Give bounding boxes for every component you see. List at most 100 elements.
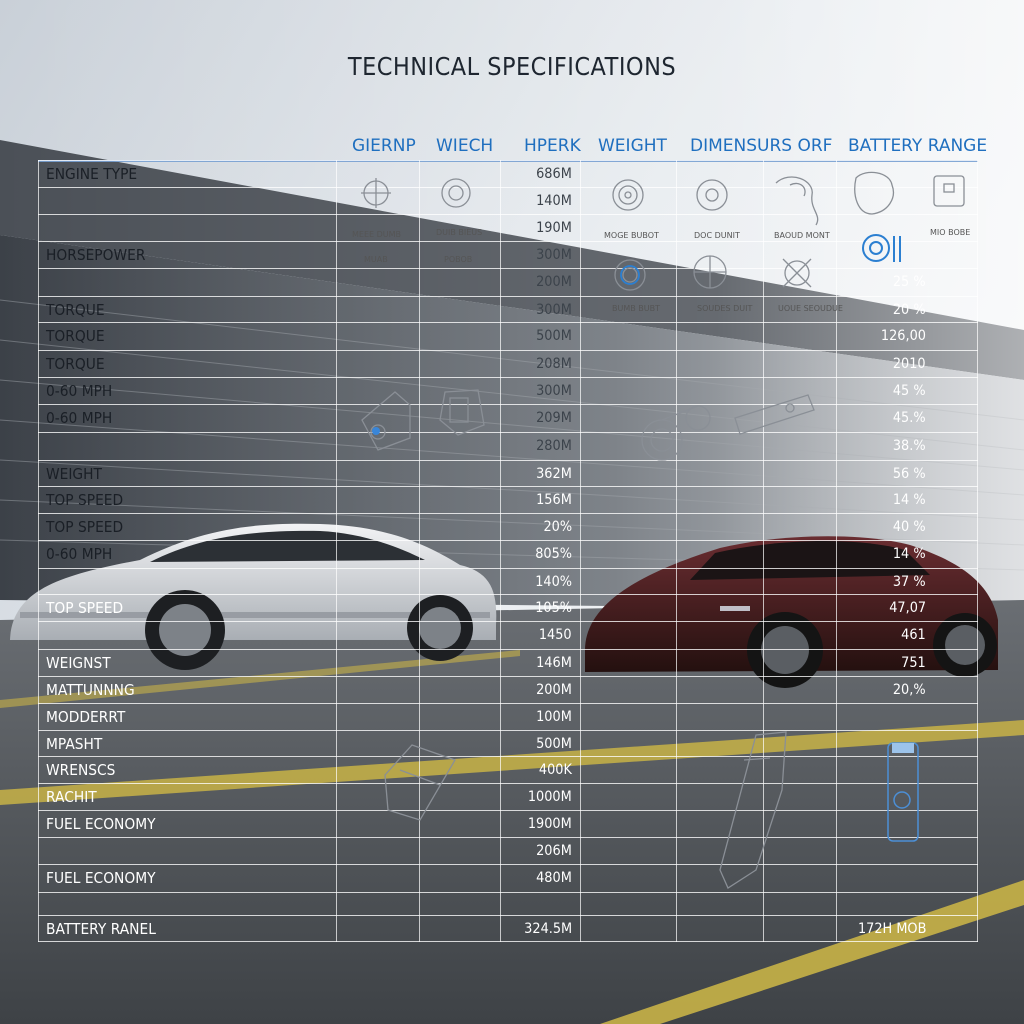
row-value: 280M: [536, 438, 572, 454]
row-value: 140M: [536, 193, 572, 209]
icon-caption: DUIB BIEUS: [436, 228, 483, 237]
icon-caption: SOUDES DUIT: [697, 304, 753, 313]
row-label: TOP SPEED: [46, 518, 124, 536]
row-divider: [38, 460, 978, 461]
column-header-3: HPERK: [524, 136, 581, 156]
header-rule: [38, 160, 978, 162]
maroon-car-image: [585, 536, 998, 688]
row-label: 0-60 MPH: [46, 545, 113, 563]
column-divider: [580, 160, 581, 942]
row-divider: [38, 676, 978, 677]
row-divider: [38, 783, 978, 784]
row-divider: [38, 730, 978, 731]
icon-caption: MIO BOBE: [930, 228, 971, 237]
icon-caption: BAOUD MONT: [774, 231, 830, 240]
silver-car-image: [10, 523, 497, 670]
row-value: 686M: [536, 166, 572, 182]
row-divider: [38, 915, 978, 916]
row-value: 300M: [536, 302, 572, 318]
row-label: WRENSCS: [46, 761, 116, 779]
row-label: 0-60 MPH: [46, 409, 113, 427]
icon-caption: MEEE DUMB: [352, 230, 402, 239]
row-label: WEIGHT: [46, 465, 102, 483]
row-label: WEIGNST: [46, 654, 111, 672]
row-divider: [38, 864, 978, 865]
row-value: 1000M: [528, 789, 572, 805]
spec-table: ENGINE TYPE 686M 140M 190M HORSEPOWER 300M 200…: [38, 160, 978, 942]
row-label: 0-60 MPH: [46, 382, 113, 400]
column-divider: [38, 160, 39, 942]
column-header-6: BATTERY RANGE: [848, 136, 988, 156]
row-divider: [38, 649, 978, 650]
row-value: 206M: [536, 843, 572, 859]
row-value: 400K: [538, 762, 572, 778]
row-value: 1900M: [528, 816, 572, 832]
row-label: TORQUE: [46, 327, 105, 345]
row-divider: [38, 703, 978, 704]
row-value: 156M: [536, 492, 572, 508]
row-divider: [38, 892, 978, 893]
row-value: 300M: [536, 247, 572, 263]
row-divider: [38, 837, 978, 838]
row-divider: [38, 241, 978, 242]
row-divider: [38, 377, 978, 378]
column-divider: [763, 160, 764, 942]
column-divider: [500, 160, 501, 942]
row-battery-value: 14 %: [893, 492, 926, 508]
row-divider: [38, 540, 978, 541]
row-value: 208M: [536, 356, 572, 372]
row-divider: [38, 621, 978, 622]
row-divider: [38, 268, 978, 269]
row-value: 140%: [535, 574, 572, 590]
row-battery-value: 461: [901, 627, 926, 643]
column-divider: [836, 160, 837, 942]
row-value: 100M: [536, 709, 572, 725]
row-battery-value: 14 %: [893, 546, 926, 562]
row-divider: [38, 187, 978, 188]
row-value: 209M: [536, 410, 572, 426]
row-label: MPASHT: [46, 735, 103, 753]
icon-caption: POBOB: [444, 255, 473, 264]
row-value: 362M: [536, 466, 572, 482]
row-divider: [38, 568, 978, 569]
row-divider: [38, 513, 978, 514]
column-divider: [419, 160, 420, 942]
row-value: 200M: [536, 274, 572, 290]
row-label: MODDERRT: [46, 708, 126, 726]
row-label: TORQUE: [46, 301, 105, 319]
row-label: RACHIT: [46, 788, 97, 806]
row-label: TORQUE: [46, 355, 105, 373]
row-battery-value: 25 %: [893, 274, 926, 290]
row-battery-value: 56 %: [893, 466, 926, 482]
icon-caption: BUMB BUBT: [612, 304, 660, 313]
row-divider: [38, 756, 978, 757]
column-header-4: WEIGHT: [598, 136, 667, 156]
row-divider: [38, 404, 978, 405]
row-value: 146M: [536, 655, 572, 671]
row-divider: [38, 322, 978, 323]
row-value: 805%: [535, 546, 572, 562]
row-label: FUEL ECONOMY: [46, 869, 156, 887]
row-value: 500M: [536, 328, 572, 344]
row-divider: [38, 432, 978, 433]
row-value: 300M: [536, 383, 572, 399]
row-battery-value: 45.%: [893, 410, 926, 426]
row-battery-value: 47,07: [889, 600, 926, 616]
icon-caption: MUAB: [364, 255, 388, 264]
column-header-2: WIECH: [436, 136, 494, 156]
row-divider: [38, 486, 978, 487]
row-label: MATTUNNNG: [46, 681, 135, 699]
row-battery-value: 45 %: [893, 383, 926, 399]
row-battery-value: 126,00: [880, 328, 926, 344]
row-value: 20%: [543, 519, 572, 535]
row-value: 500M: [536, 736, 572, 752]
row-divider: [38, 810, 978, 811]
row-divider: [38, 296, 978, 297]
row-battery-value: 751: [901, 655, 926, 671]
row-battery-value: 172H MOB: [857, 921, 926, 937]
row-label: TOP SPEED: [46, 599, 124, 617]
row-value: 480M: [536, 870, 572, 886]
row-label: BATTERY RANEL: [46, 920, 156, 938]
row-battery-value: 2010: [893, 356, 926, 372]
row-battery-value: 40 %: [893, 519, 926, 535]
